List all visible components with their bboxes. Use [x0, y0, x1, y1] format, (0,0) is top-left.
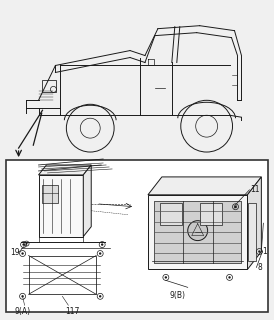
Bar [6, 160, 268, 312]
Text: 117: 117 [65, 307, 79, 316]
Circle shape [99, 252, 101, 255]
Polygon shape [39, 165, 91, 175]
Text: 9(A): 9(A) [15, 307, 31, 316]
Text: 8: 8 [257, 263, 262, 272]
Polygon shape [148, 177, 261, 195]
Bar [148, 195, 247, 269]
Polygon shape [247, 177, 261, 269]
Circle shape [21, 252, 24, 255]
Circle shape [25, 243, 28, 244]
Bar [154, 201, 241, 263]
Circle shape [258, 250, 261, 253]
Circle shape [165, 276, 167, 279]
Text: 9(B): 9(B) [170, 291, 186, 300]
Bar [39, 175, 83, 236]
Bar [200, 203, 222, 225]
Circle shape [234, 205, 237, 208]
Circle shape [101, 244, 103, 246]
Text: 19: 19 [11, 248, 20, 257]
Circle shape [188, 221, 208, 241]
Bar [160, 203, 182, 225]
Circle shape [99, 295, 101, 298]
Circle shape [22, 244, 25, 246]
Bar [42, 185, 58, 203]
Bar [249, 203, 256, 261]
Bar [28, 255, 96, 294]
Bar [42, 80, 56, 92]
Circle shape [21, 295, 24, 298]
Polygon shape [83, 165, 91, 236]
Text: 1: 1 [262, 247, 267, 256]
Text: 11: 11 [250, 185, 260, 194]
Circle shape [228, 276, 231, 279]
